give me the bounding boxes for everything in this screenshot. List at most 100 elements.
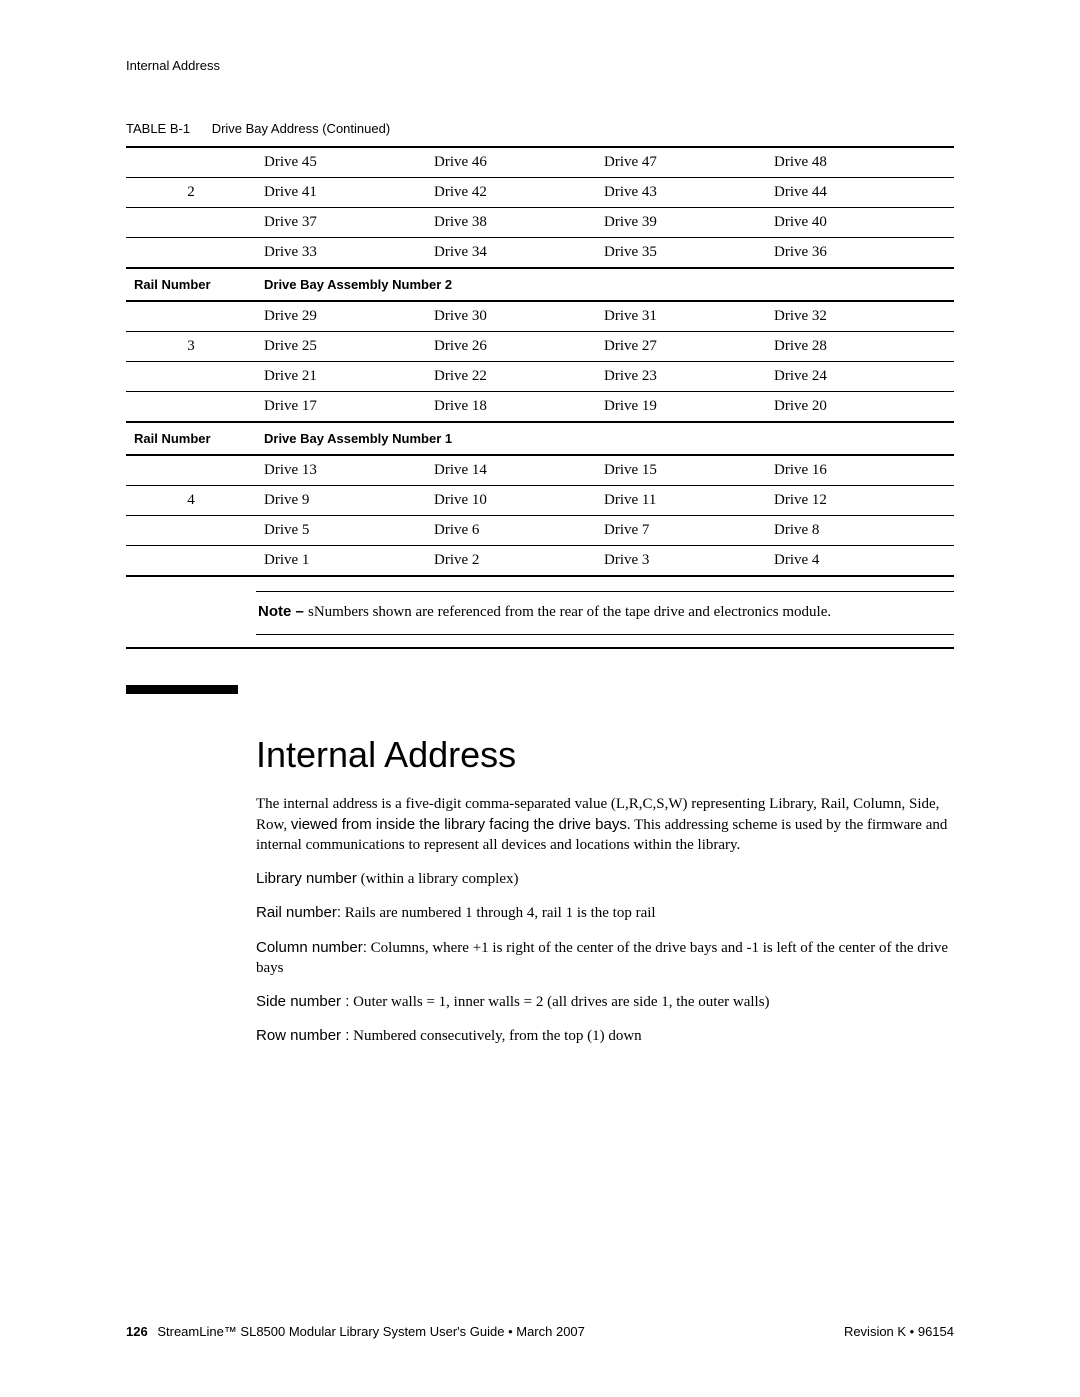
table-row: Drive 33 Drive 34 Drive 35 Drive 36 [126,238,954,269]
text-run-sans: Row number : [256,1027,349,1044]
drive-cell: Drive 43 [596,178,766,208]
rail-cell [126,546,256,577]
drive-cell: Drive 29 [256,301,426,332]
table-row: Drive 1 Drive 2 Drive 3 Drive 4 [126,546,954,577]
drive-bay-table: Drive 45 Drive 46 Drive 47 Drive 48 2 Dr… [126,146,954,577]
drive-cell: Drive 17 [256,392,426,423]
drive-cell: Drive 6 [426,516,596,546]
drive-cell: Drive 23 [596,362,766,392]
drive-cell: Drive 10 [426,486,596,516]
drive-cell: Drive 15 [596,455,766,486]
header-cell: Rail Number [126,422,256,455]
table-row: Drive 5 Drive 6 Drive 7 Drive 8 [126,516,954,546]
drive-cell: Drive 7 [596,516,766,546]
text-run-sans: viewed from inside the library facing th… [291,816,627,833]
running-head: Internal Address [126,58,954,73]
drive-cell: Drive 41 [256,178,426,208]
text-run: Rails are numbered 1 through 4, rail 1 i… [341,905,656,921]
footer-title: StreamLine™ SL8500 Modular Library Syste… [157,1324,585,1339]
text-run: (within a library complex) [357,871,519,887]
drive-cell: Drive 8 [766,516,954,546]
body-paragraph: Library number (within a library complex… [256,869,954,889]
drive-cell: Drive 37 [256,208,426,238]
rail-cell: 3 [126,332,256,362]
table-row: Drive 13 Drive 14 Drive 15 Drive 16 [126,455,954,486]
body-paragraph: Rail number: Rails are numbered 1 throug… [256,903,954,923]
rail-cell: 4 [126,486,256,516]
drive-cell: Drive 38 [426,208,596,238]
drive-cell: Drive 9 [256,486,426,516]
drive-cell: Drive 42 [426,178,596,208]
drive-cell: Drive 46 [426,147,596,178]
drive-cell: Drive 2 [426,546,596,577]
drive-cell: Drive 21 [256,362,426,392]
rail-cell: 2 [126,178,256,208]
table-row: 2 Drive 41 Drive 42 Drive 43 Drive 44 [126,178,954,208]
table-title: Drive Bay Address (Continued) [212,121,390,136]
text-run-sans: Column number: [256,939,367,956]
text-run: Outer walls = 1, inner walls = 2 (all dr… [349,994,769,1010]
rail-cell [126,392,256,423]
drive-cell: Drive 31 [596,301,766,332]
drive-cell: Drive 16 [766,455,954,486]
drive-cell: Drive 1 [256,546,426,577]
header-cell: Drive Bay Assembly Number 2 [256,268,954,301]
drive-cell: Drive 25 [256,332,426,362]
drive-cell: Drive 5 [256,516,426,546]
drive-cell: Drive 19 [596,392,766,423]
page-number: 126 [126,1324,148,1339]
header-cell: Rail Number [126,268,256,301]
drive-cell: Drive 18 [426,392,596,423]
drive-cell: Drive 39 [596,208,766,238]
section-rule [126,647,954,649]
drive-cell: Drive 47 [596,147,766,178]
drive-cell: Drive 36 [766,238,954,269]
footer-right: Revision K • 96154 [844,1324,954,1339]
drive-cell: Drive 48 [766,147,954,178]
section-bar [126,685,238,694]
text-run-sans: Library number [256,870,357,887]
rail-cell [126,238,256,269]
table-label: TABLE B-1 [126,121,190,136]
drive-cell: Drive 44 [766,178,954,208]
rail-cell [126,516,256,546]
page-footer: 126 StreamLine™ SL8500 Modular Library S… [126,1324,954,1339]
drive-cell: Drive 28 [766,332,954,362]
table-row: Drive 17 Drive 18 Drive 19 Drive 20 [126,392,954,423]
rail-cell [126,208,256,238]
drive-cell: Drive 4 [766,546,954,577]
body-paragraph: Side number : Outer walls = 1, inner wal… [256,992,954,1012]
table-caption: TABLE B-1 Drive Bay Address (Continued) [126,121,954,136]
drive-cell: Drive 3 [596,546,766,577]
table-row: 3 Drive 25 Drive 26 Drive 27 Drive 28 [126,332,954,362]
drive-cell: Drive 27 [596,332,766,362]
drive-cell: Drive 11 [596,486,766,516]
drive-cell: Drive 22 [426,362,596,392]
rail-cell [126,147,256,178]
rail-cell [126,455,256,486]
body-paragraph: Row number : Numbered consecutively, fro… [256,1026,954,1046]
table-row: Drive 45 Drive 46 Drive 47 Drive 48 [126,147,954,178]
drive-cell: Drive 35 [596,238,766,269]
text-run-sans: Side number : [256,993,349,1010]
drive-cell: Drive 40 [766,208,954,238]
text-run-sans: Rail number: [256,904,341,921]
header-cell: Drive Bay Assembly Number 1 [256,422,954,455]
footer-left: 126 StreamLine™ SL8500 Modular Library S… [126,1324,585,1339]
drive-cell: Drive 13 [256,455,426,486]
body-paragraph: Column number: Columns, where +1 is righ… [256,938,954,979]
drive-cell: Drive 12 [766,486,954,516]
drive-cell: Drive 32 [766,301,954,332]
drive-cell: Drive 45 [256,147,426,178]
drive-cell: Drive 34 [426,238,596,269]
rail-cell [126,362,256,392]
table-row: Drive 37 Drive 38 Drive 39 Drive 40 [126,208,954,238]
note-block: Note – sNumbers shown are referenced fro… [256,591,954,635]
table-row: 4 Drive 9 Drive 10 Drive 11 Drive 12 [126,486,954,516]
text-run: Numbered consecutively, from the top (1)… [349,1028,641,1044]
drive-cell: Drive 26 [426,332,596,362]
table-header-row: Rail Number Drive Bay Assembly Number 2 [126,268,954,301]
drive-cell: Drive 14 [426,455,596,486]
body-paragraph: The internal address is a five-digit com… [256,794,954,855]
table-row: Drive 21 Drive 22 Drive 23 Drive 24 [126,362,954,392]
